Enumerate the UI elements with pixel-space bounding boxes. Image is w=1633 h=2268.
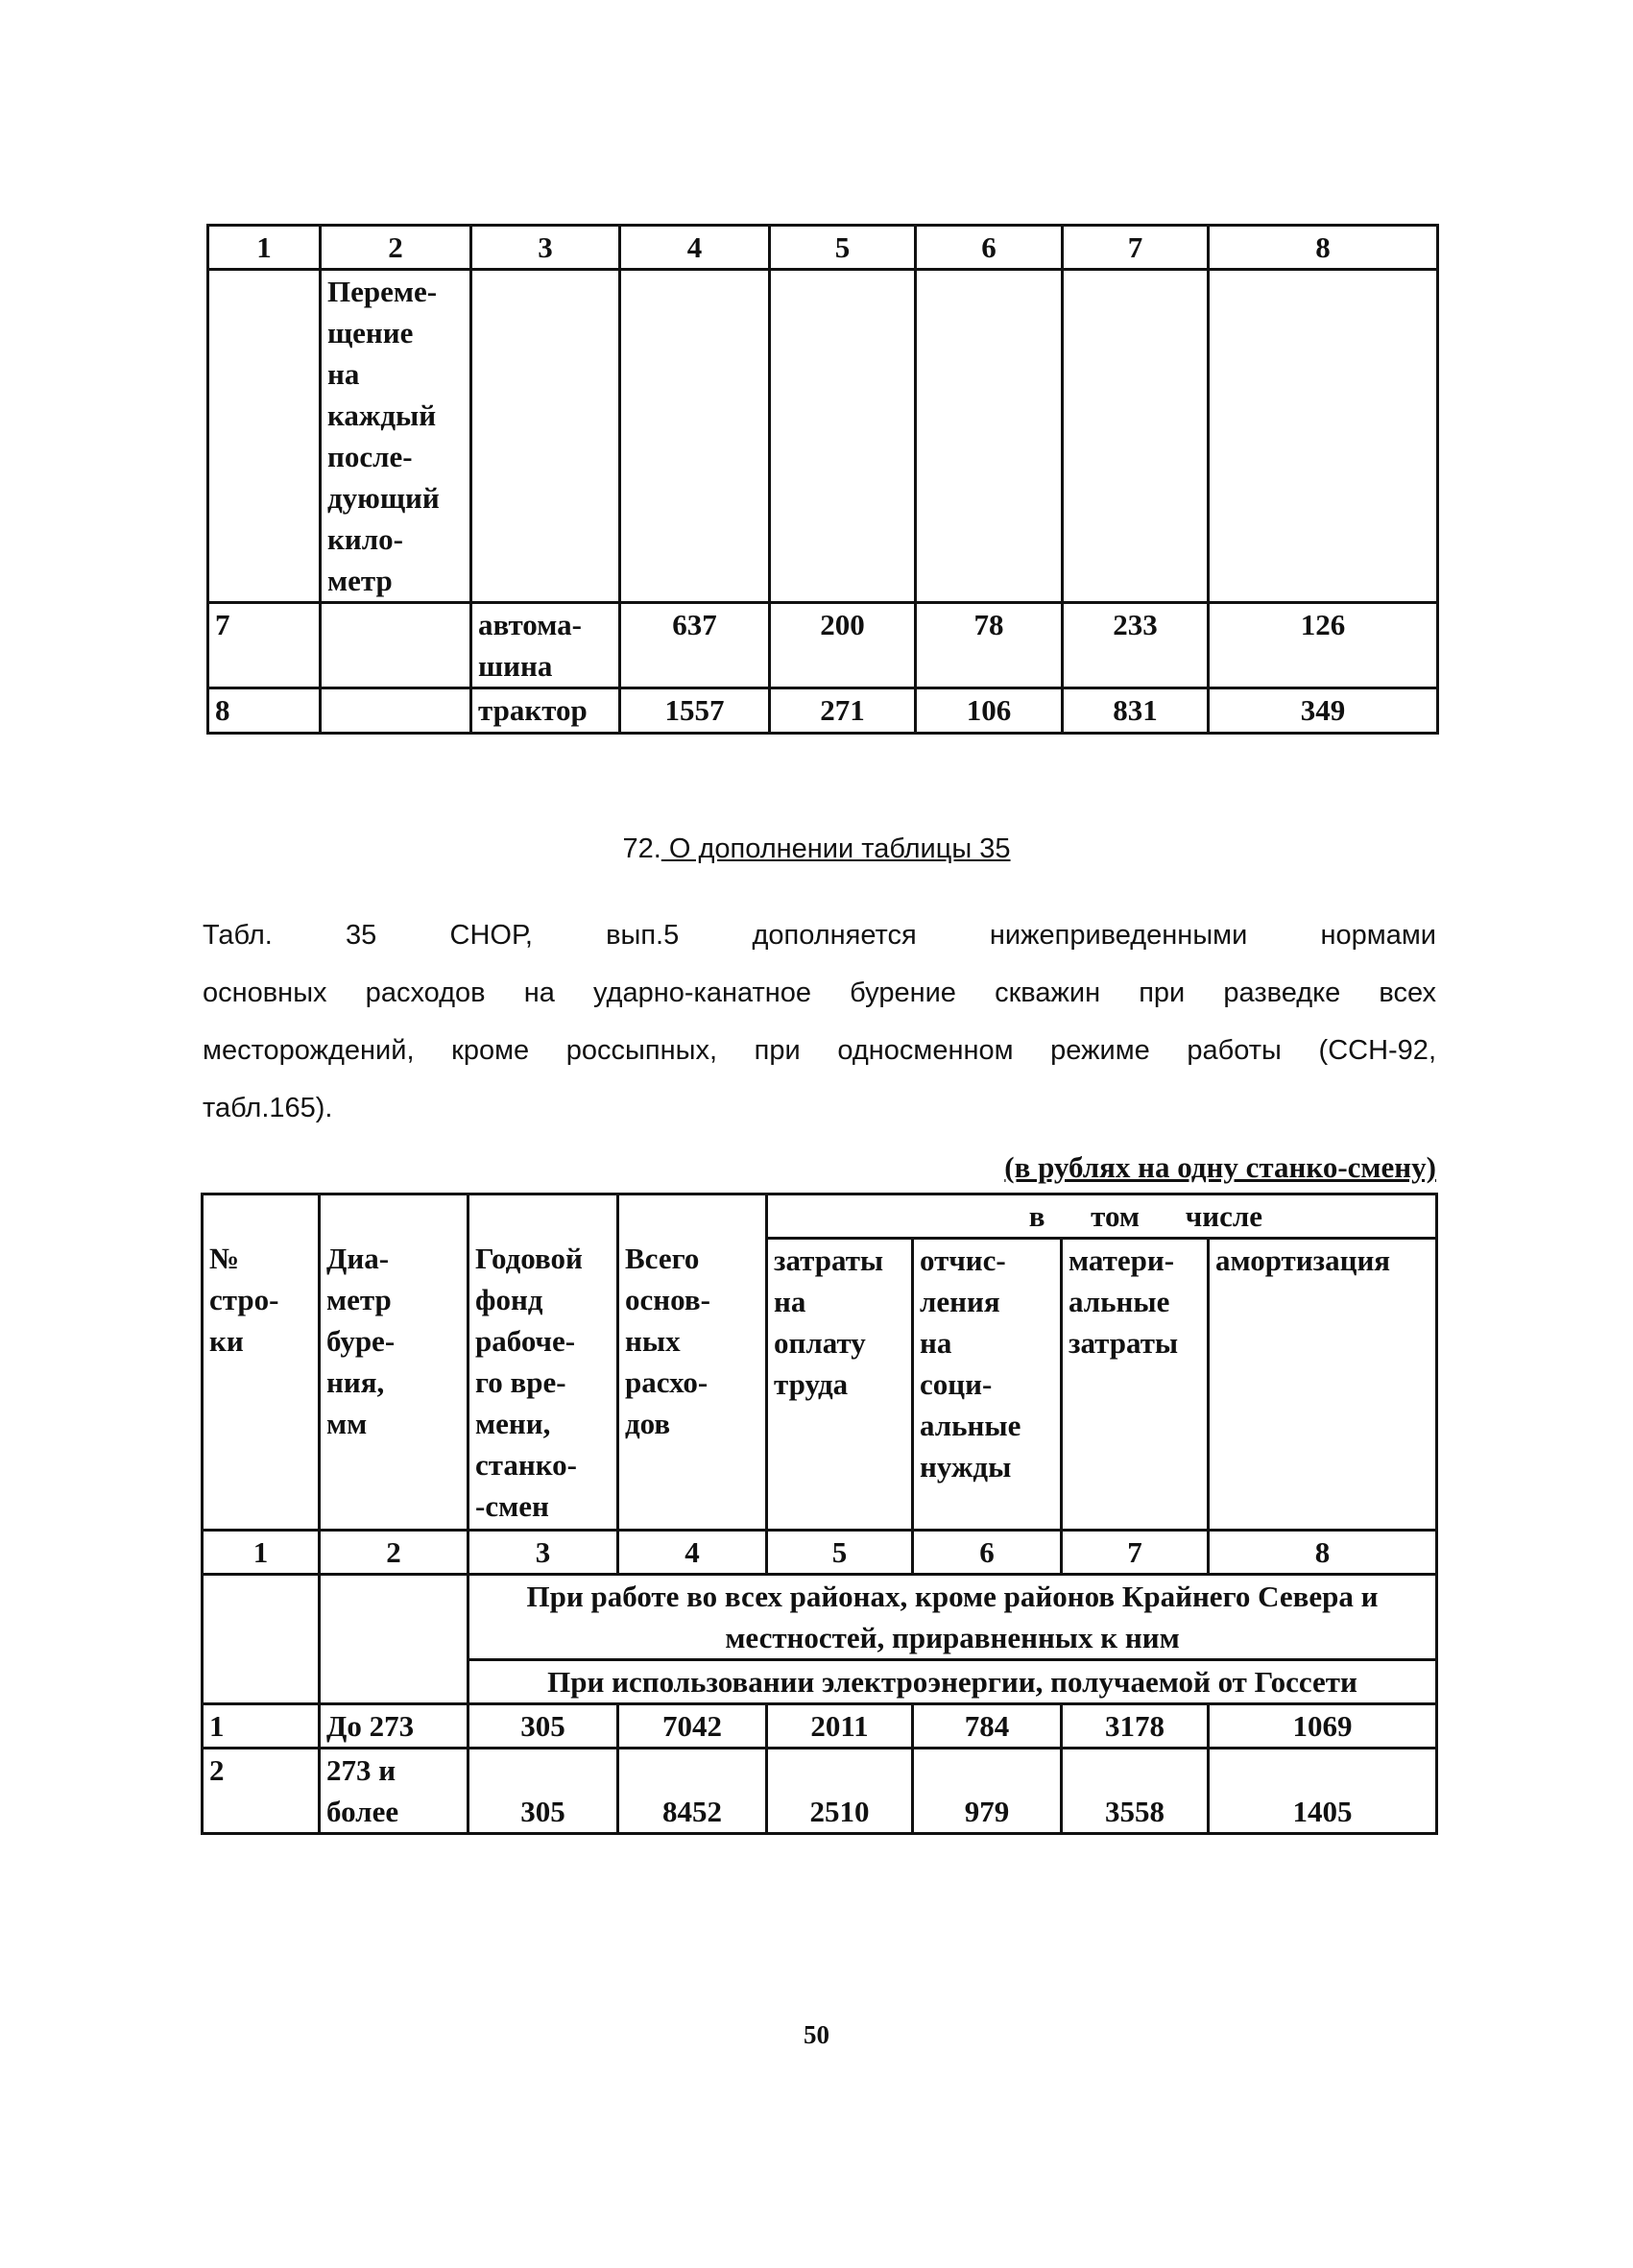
table-cell: 78: [914, 601, 1064, 689]
paragraph-line: Табл. 35 СНОР, вып.5 дополняется нижепри…: [203, 920, 1436, 951]
table-cell: [469, 268, 621, 604]
norms-table: № стро- ки Диа- метр буре- ния, мм Годов…: [201, 1193, 1439, 1835]
col-num: 5: [765, 1529, 914, 1576]
table-cell: 1069: [1206, 1702, 1439, 1749]
table-cell: 8: [206, 687, 322, 735]
table-row: 2 273 и более 305 8452 2510 979 3558 1405: [201, 1747, 1439, 1835]
table-cell: 7: [206, 601, 322, 689]
col-num: 8: [1207, 224, 1439, 271]
col-num: 5: [768, 224, 917, 271]
table-cell: До 273: [318, 1702, 469, 1749]
table-row: 1 До 273 305 7042 2011 784 3178 1069: [201, 1702, 1439, 1749]
table-cell: 106: [914, 687, 1064, 735]
table-cell: автома- шина: [469, 601, 621, 689]
col-num: 2: [319, 224, 472, 271]
table-cell: 305: [467, 1702, 619, 1749]
table-cell: 8452: [616, 1747, 768, 1835]
col-num: 1: [201, 1529, 321, 1576]
table-cell: 7042: [616, 1702, 768, 1749]
table-cell: 271: [768, 687, 917, 735]
group-header: в том числе: [764, 1193, 1439, 1240]
col-num: 3: [467, 1529, 619, 1576]
col-num: 7: [1061, 224, 1210, 271]
table-cell: 2011: [765, 1702, 914, 1749]
table-cell: [618, 268, 771, 604]
table-cell: 349: [1207, 687, 1439, 735]
col-num: 2: [318, 1529, 469, 1576]
table-cell: [319, 601, 472, 689]
page-number: 50: [804, 2020, 829, 2049]
table-cell: [768, 268, 917, 604]
table-cell: 305: [467, 1747, 619, 1835]
table-cell: 2510: [765, 1747, 914, 1835]
header-cell: затраты на оплату труда: [765, 1237, 914, 1532]
col-num: 4: [616, 1529, 768, 1576]
table-cell: 2: [201, 1747, 321, 1835]
header-cell: отчис- ления на соци- альные нужды: [911, 1237, 1063, 1532]
table-cell: [914, 268, 1064, 604]
table-cell: 1405: [1206, 1747, 1439, 1835]
section-header: При работе во всех районах, кроме районо…: [466, 1573, 1439, 1661]
header-cell: матери- альные затраты: [1060, 1237, 1210, 1532]
table-cell: [1061, 268, 1210, 604]
table-cell: [319, 687, 472, 735]
heading-title: О дополнении таблицы 35: [660, 833, 1011, 864]
header-cell: Всего основ- ных расхо- дов: [616, 1193, 768, 1532]
table-row: 7 автома- шина 637 200 78 233 126: [206, 601, 1439, 689]
paragraph-line: месторождений, кроме россыпных, при одно…: [203, 1035, 1436, 1066]
col-num: 1: [206, 224, 322, 271]
table-row: Переме- щение на каждый после- дующий ки…: [206, 268, 1439, 604]
table-cell: [1207, 268, 1439, 604]
col-num: 7: [1060, 1529, 1210, 1576]
heading-number: 72.: [622, 833, 661, 864]
table-cell: 200: [768, 601, 917, 689]
table-cell: 979: [911, 1747, 1063, 1835]
header-cell: № стро- ки: [201, 1193, 321, 1532]
header-cell: Диа- метр буре- ния, мм: [318, 1193, 469, 1532]
col-num: 6: [914, 224, 1064, 271]
table-cell: 1557: [618, 687, 771, 735]
table-cell: [206, 268, 322, 604]
table-cell: Переме- щение на каждый после- дующий ки…: [319, 268, 472, 604]
col-num: 6: [911, 1529, 1063, 1576]
table-cell: 3178: [1060, 1702, 1210, 1749]
paragraph-line: табл.165).: [203, 1093, 333, 1123]
empty-cell: [201, 1573, 321, 1705]
section-header: При использовании электроэнергии, получа…: [466, 1658, 1439, 1705]
table-cell: 637: [618, 601, 771, 689]
empty-cell: [318, 1573, 469, 1705]
section-heading: 72. О дополнении таблицы 35: [0, 833, 1633, 865]
header-cell: Годовой фонд рабоче- го вре- мени, станк…: [467, 1193, 619, 1532]
header-cell: амортизация: [1206, 1237, 1439, 1532]
table-cell: 273 и более: [318, 1747, 469, 1835]
table-cell: трактор: [469, 687, 621, 735]
table-cell: 126: [1207, 601, 1439, 689]
column-number-row: 1 2 3 4 5 6 7 8: [206, 224, 1439, 271]
table-cell: 784: [911, 1702, 1063, 1749]
top-table: 1 2 3 4 5 6 7 8 Переме- щение на каждый …: [206, 224, 1439, 735]
table-cell: 831: [1061, 687, 1210, 735]
table-cell: 3558: [1060, 1747, 1210, 1835]
paragraph-line: основных расходов на ударно-канатное бур…: [203, 977, 1436, 1008]
col-num: 8: [1206, 1529, 1439, 1576]
col-num: 3: [469, 224, 621, 271]
table-cell: 1: [201, 1702, 321, 1749]
table-row: 8 трактор 1557 271 106 831 349: [206, 687, 1439, 735]
col-num: 4: [618, 224, 771, 271]
unit-note: (в рублях на одну станко-смену): [1004, 1150, 1436, 1184]
table-cell: 233: [1061, 601, 1210, 689]
